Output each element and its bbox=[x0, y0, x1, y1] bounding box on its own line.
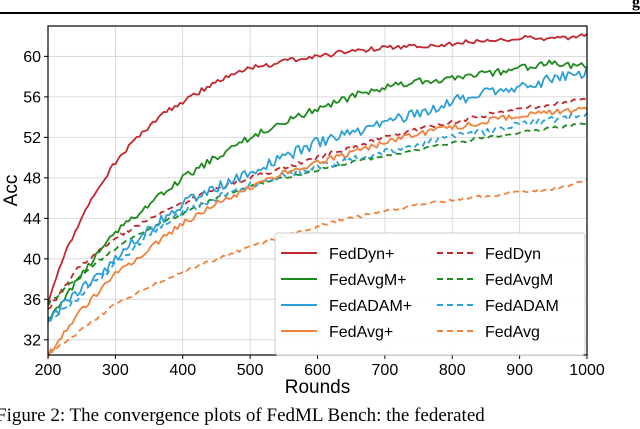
series-line-fedavg-plus bbox=[47, 106, 588, 358]
y-tick-label: 60 bbox=[23, 49, 41, 66]
y-tick-label: 48 bbox=[23, 170, 41, 187]
y-ticks: 32 36 40 44 48 52 56 60 bbox=[23, 49, 48, 349]
legend-label: FedAvg+ bbox=[329, 324, 393, 341]
x-tick-label: 1000 bbox=[569, 362, 605, 379]
y-axis-label: Acc bbox=[1, 175, 22, 207]
legend-label: FedAvgM bbox=[485, 272, 553, 289]
series-line-fedavgm bbox=[47, 122, 588, 307]
x-tick-label: 900 bbox=[506, 362, 533, 379]
x-axis-label: Rounds bbox=[285, 377, 351, 398]
series-line-feddyn-plus bbox=[47, 33, 588, 305]
y-tick-label: 56 bbox=[23, 89, 41, 106]
x-tick-label: 300 bbox=[102, 362, 129, 379]
header-fragment: g bbox=[632, 0, 640, 11]
y-tick-label: 52 bbox=[23, 130, 41, 147]
y-tick-label: 36 bbox=[23, 292, 41, 309]
x-tick-label: 800 bbox=[439, 362, 466, 379]
series-line-feddyn bbox=[47, 97, 588, 310]
legend-box bbox=[274, 232, 586, 356]
x-ticks: 200 300 400 500 600 700 800 900 1000 bbox=[35, 355, 605, 379]
legend-label: FedADAM bbox=[485, 298, 559, 315]
legend-label: FedADAM+ bbox=[329, 298, 412, 315]
legend-label: FedAvg bbox=[485, 324, 540, 341]
legend: FedDyn+ FedDyn FedAvgM+ FedAvgM FedADAM+ FedA… bbox=[274, 232, 586, 356]
series-line-fedavgm-plus bbox=[47, 59, 588, 320]
series-line-fedavg bbox=[47, 178, 588, 355]
series-line-fedadam-plus bbox=[47, 66, 588, 322]
x-tick-label: 500 bbox=[237, 362, 264, 379]
legend-label: FedDyn bbox=[485, 246, 541, 263]
series-lines bbox=[47, 33, 588, 358]
y-tick-label: 44 bbox=[23, 211, 41, 228]
series-line-fedadam bbox=[47, 112, 588, 323]
x-tick-label: 600 bbox=[304, 362, 331, 379]
y-tick-label: 32 bbox=[23, 332, 41, 349]
convergence-chart: 200 300 400 500 600 700 800 900 1000 32 36 40 44 48 5… bbox=[1, 25, 605, 398]
legend-label: FedAvgM+ bbox=[329, 272, 407, 289]
x-tick-label: 400 bbox=[169, 362, 196, 379]
figure-caption: Figure 2: The convergence plots of FedML… bbox=[0, 405, 485, 426]
x-tick-label: 700 bbox=[372, 362, 399, 379]
header-rule bbox=[0, 12, 640, 14]
y-tick-label: 40 bbox=[23, 251, 41, 268]
legend-label: FedDyn+ bbox=[329, 246, 394, 263]
x-tick-label: 200 bbox=[35, 362, 62, 379]
